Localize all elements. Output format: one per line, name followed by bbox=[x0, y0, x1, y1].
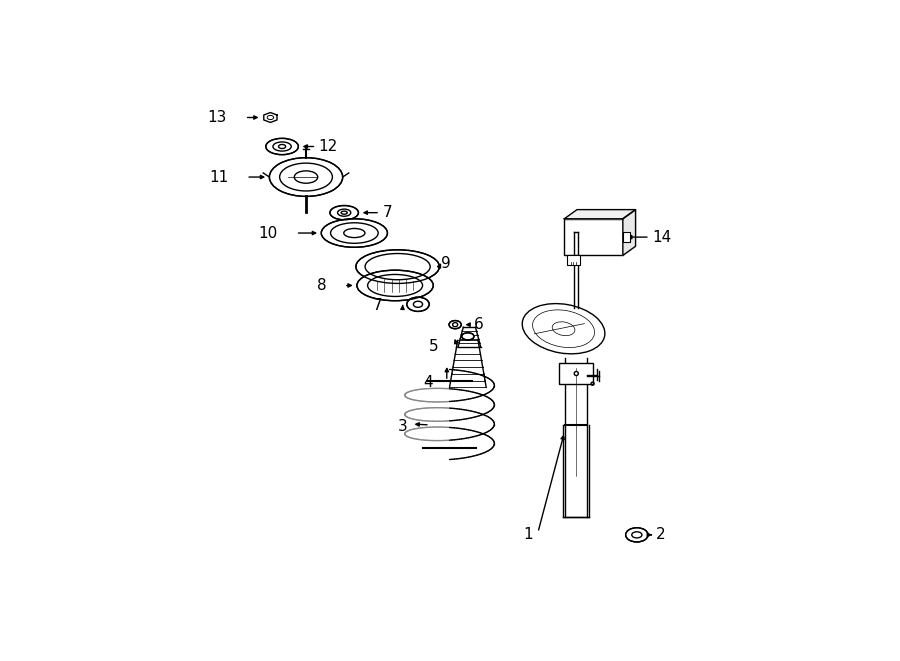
Bar bbox=[567, 255, 580, 264]
Text: 13: 13 bbox=[208, 110, 227, 125]
Ellipse shape bbox=[357, 270, 433, 301]
Text: 3: 3 bbox=[398, 419, 408, 434]
Text: 7: 7 bbox=[382, 205, 392, 220]
Bar bbox=[623, 232, 630, 242]
Polygon shape bbox=[623, 210, 635, 255]
Text: 9: 9 bbox=[441, 256, 451, 271]
Ellipse shape bbox=[626, 527, 648, 542]
Text: 5: 5 bbox=[428, 339, 438, 354]
Text: 11: 11 bbox=[210, 169, 229, 184]
Text: 8: 8 bbox=[317, 278, 327, 293]
Text: 1: 1 bbox=[523, 527, 533, 542]
Polygon shape bbox=[564, 210, 635, 219]
Ellipse shape bbox=[321, 219, 387, 247]
Ellipse shape bbox=[407, 297, 429, 311]
Ellipse shape bbox=[574, 371, 579, 375]
Bar bbox=[564, 219, 623, 255]
Ellipse shape bbox=[522, 303, 605, 354]
Text: 2: 2 bbox=[656, 527, 666, 542]
Text: 4: 4 bbox=[424, 375, 433, 389]
Text: 6: 6 bbox=[474, 317, 483, 332]
Ellipse shape bbox=[449, 321, 462, 329]
Ellipse shape bbox=[330, 206, 358, 220]
Text: 14: 14 bbox=[652, 229, 671, 245]
Text: 7: 7 bbox=[373, 298, 382, 313]
Text: 10: 10 bbox=[259, 225, 278, 241]
Ellipse shape bbox=[356, 250, 439, 284]
Ellipse shape bbox=[266, 138, 299, 155]
Polygon shape bbox=[264, 112, 277, 122]
Text: 12: 12 bbox=[319, 139, 338, 154]
Bar bbox=[560, 364, 593, 383]
Ellipse shape bbox=[462, 332, 474, 340]
Ellipse shape bbox=[269, 158, 343, 196]
